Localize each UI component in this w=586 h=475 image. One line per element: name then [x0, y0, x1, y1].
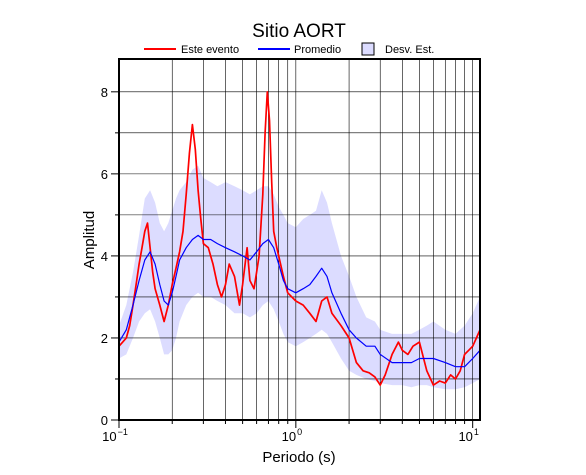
x-tick-label: 100	[282, 427, 302, 444]
grid-layer	[118, 59, 480, 420]
series-line-promedio	[118, 234, 481, 368]
y-tick-label: 6	[101, 167, 108, 182]
series-layer	[118, 90, 481, 386]
y-tick-label: 8	[101, 85, 108, 100]
series-line-este-evento	[118, 90, 481, 386]
chart-title: Sitio AORT	[252, 21, 346, 42]
legend-label-promedio: Promedio	[294, 44, 341, 56]
y-axis-label: Amplitud	[81, 211, 98, 269]
std-dev-band	[119, 165, 480, 390]
y-tick-label: 4	[101, 249, 108, 264]
legend-swatch-desv-est	[361, 42, 375, 56]
x-tick-label: 10−1	[102, 427, 128, 444]
legend-label-este-evento: Este evento	[181, 44, 239, 56]
x-tick-label: 101	[458, 427, 478, 444]
x-axis-label: Periodo (s)	[262, 449, 335, 466]
y-axis-ticks: 0 2 4 6 8	[101, 85, 119, 428]
y-tick-label: 2	[101, 331, 108, 346]
plot-frame	[118, 58, 481, 421]
y-tick-label: 0	[101, 413, 108, 428]
legend-label-desv-est: Desv. Est.	[385, 44, 434, 56]
std-dev-band-layer	[119, 165, 480, 390]
legend: Este evento Promedio Desv. Est.	[144, 42, 434, 56]
x-axis-ticks: 10−1 100 101	[102, 420, 479, 444]
